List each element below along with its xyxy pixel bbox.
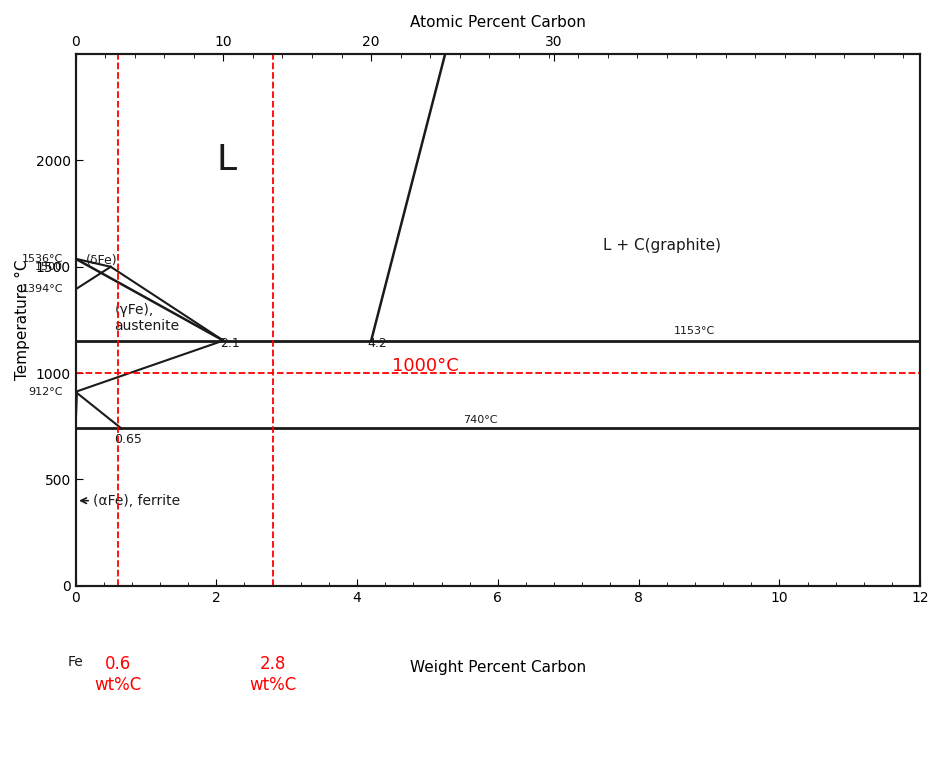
Text: L + C(graphite): L + C(graphite) — [603, 238, 721, 253]
Text: 4.2: 4.2 — [367, 337, 387, 350]
Text: Fe: Fe — [68, 655, 83, 668]
Text: 1500: 1500 — [35, 262, 63, 271]
Text: (αFe), ferrite: (αFe), ferrite — [93, 494, 180, 508]
Text: (δFe): (δFe) — [86, 254, 118, 267]
Text: 0.6
wt%C: 0.6 wt%C — [94, 655, 142, 693]
Y-axis label: Temperature °C: Temperature °C — [15, 260, 30, 380]
Text: 912°C: 912°C — [28, 387, 63, 397]
Text: 740°C: 740°C — [463, 414, 497, 424]
Text: 1153°C: 1153°C — [674, 326, 716, 336]
Text: 1394°C: 1394°C — [22, 285, 63, 294]
Text: 1000°C: 1000°C — [393, 356, 459, 374]
Text: 2.8
wt%C: 2.8 wt%C — [249, 655, 296, 693]
Text: L: L — [216, 144, 236, 178]
Text: (γFe),
austenite: (γFe), austenite — [114, 303, 179, 333]
X-axis label: Weight Percent Carbon: Weight Percent Carbon — [410, 660, 586, 675]
Text: 2.1: 2.1 — [220, 337, 240, 350]
Text: 1536°C: 1536°C — [22, 254, 63, 264]
Text: 0.65: 0.65 — [114, 433, 143, 445]
X-axis label: Atomic Percent Carbon: Atomic Percent Carbon — [410, 15, 586, 30]
